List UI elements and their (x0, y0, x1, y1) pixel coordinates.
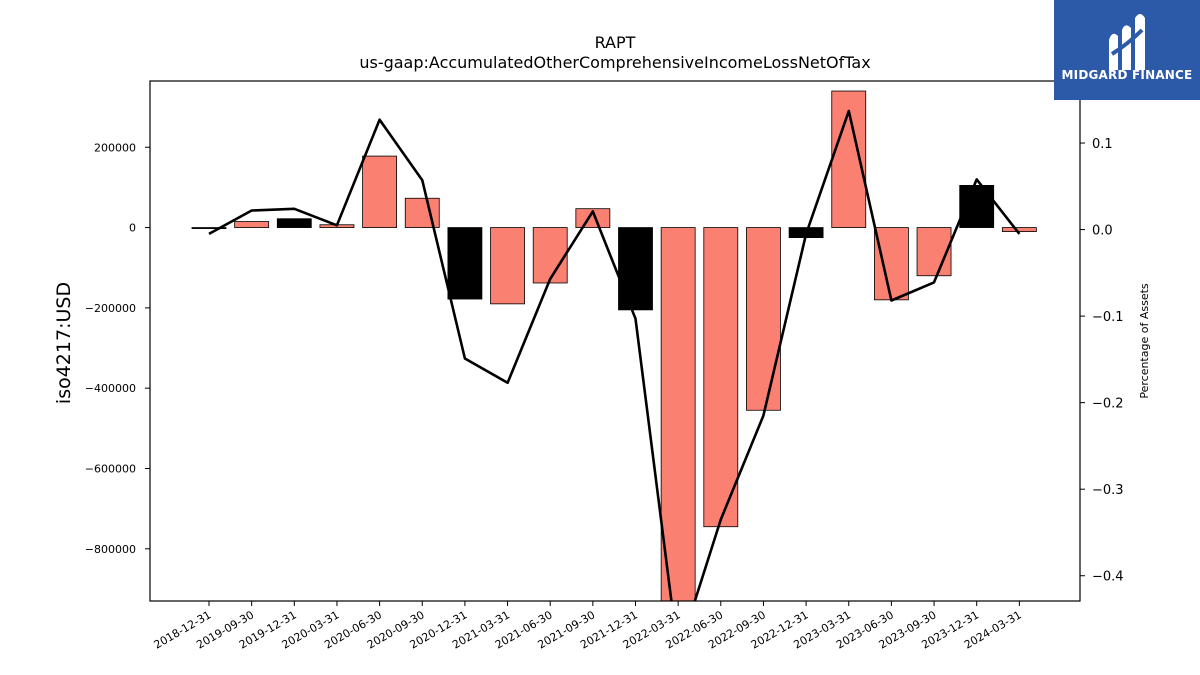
y2-tick-label: 0.0 (1092, 224, 1113, 239)
bar-2023-06-30 (874, 227, 909, 301)
y-tick-label: 0 (129, 222, 136, 235)
bar-2020-12-31 (447, 227, 483, 300)
y2-tick-label: 0.1 (1092, 137, 1113, 152)
logo-text: MIDGARD FINANCE (1061, 68, 1193, 82)
midgard-finance-logo: MIDGARD FINANCE (1054, 0, 1200, 100)
bar-2018-12-31 (191, 227, 227, 229)
bar-2021-06-30 (532, 227, 568, 284)
bar-2020-06-30 (362, 155, 398, 228)
y-tick-label: −200000 (85, 302, 136, 315)
y-tick-label: −800000 (85, 543, 136, 556)
bar-2020-09-30 (404, 197, 440, 228)
y2-tick-label: −0.3 (1092, 483, 1124, 498)
y2-tick-label: −0.2 (1092, 397, 1124, 412)
plot-frame (149, 80, 1081, 602)
bar-2021-12-31 (618, 227, 653, 311)
y-tick-label: −400000 (85, 382, 136, 395)
y2-tick-label: −0.4 (1092, 570, 1124, 585)
chart-subtitle: us-gaap:AccumulatedOtherComprehensiveInc… (359, 53, 870, 72)
y2-axis-label: Percentage of Assets (1138, 283, 1151, 399)
bar-2019-12-31 (276, 218, 312, 228)
y2-tick-label: −0.1 (1092, 310, 1124, 325)
chart-title: RAPT (595, 33, 636, 52)
bar-2022-09-30 (746, 227, 781, 411)
bar-2021-03-31 (490, 227, 525, 305)
bar-2022-06-30 (703, 227, 739, 528)
bar-2022-03-31 (660, 227, 696, 601)
logo-mark-icon (1109, 14, 1145, 70)
bar-2024-03-31 (1001, 227, 1037, 232)
y-tick-label: 200000 (94, 141, 136, 154)
y-tick-label: −600000 (85, 462, 136, 475)
bar-2019-09-30 (234, 221, 270, 228)
percentage-line (208, 109, 1021, 601)
y-axis-label: iso4217:USD (53, 282, 75, 404)
